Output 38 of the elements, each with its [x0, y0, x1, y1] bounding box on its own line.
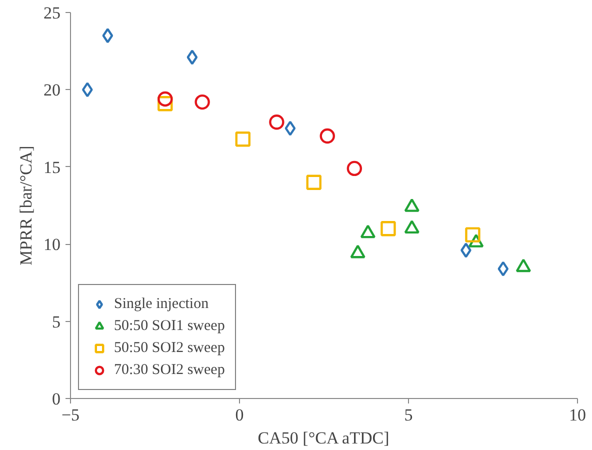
point	[380, 221, 396, 236]
point	[516, 258, 532, 272]
legend-label: Single injection	[114, 295, 209, 313]
x-tick-label: 0	[235, 406, 244, 424]
point	[346, 160, 362, 176]
point	[498, 261, 509, 276]
point	[82, 82, 93, 98]
point	[158, 91, 173, 107]
legend-label: 70:30 SOI2 sweep	[114, 361, 225, 379]
point	[269, 114, 284, 130]
x-axis-title: CA50 [°CA aTDC]	[258, 428, 390, 448]
x-tick-label: 5	[404, 406, 413, 424]
point	[404, 220, 420, 234]
point	[465, 227, 480, 242]
point	[404, 198, 420, 212]
y-tick-label: 25	[44, 4, 60, 22]
y-tick-label: 20	[44, 80, 60, 100]
y-tick-label: 15	[44, 158, 60, 177]
point	[320, 128, 335, 144]
y-axis-title: MPRR [bar/°CA]	[16, 146, 36, 266]
point	[306, 174, 322, 190]
legend-label: 50:50 SOI2 sweep	[114, 339, 225, 357]
point	[102, 28, 114, 44]
point	[235, 132, 250, 147]
y-tick-label: 10	[44, 235, 60, 254]
point	[186, 50, 198, 65]
x-tick-label: 10	[569, 406, 586, 424]
point	[350, 244, 366, 258]
point	[284, 120, 296, 136]
point	[194, 94, 210, 110]
point	[468, 234, 484, 248]
y-tick-label: 5	[52, 312, 60, 332]
legend-label: 50:50 SOI1 sweep	[114, 317, 225, 335]
x-tick-label: −5	[61, 406, 80, 424]
point	[158, 96, 173, 112]
point	[360, 224, 376, 238]
y-tick-label: 0	[52, 390, 60, 408]
point	[460, 242, 472, 258]
